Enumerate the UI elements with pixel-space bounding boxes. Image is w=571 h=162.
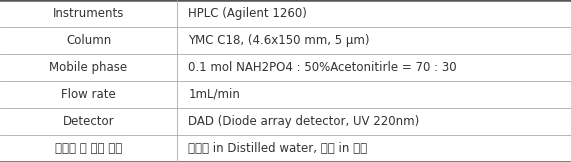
Text: Detector: Detector xyxy=(63,115,114,128)
Text: YMC C18, (4.6x150 mm, 5 μm): YMC C18, (4.6x150 mm, 5 μm) xyxy=(188,34,370,47)
Text: 1mL/min: 1mL/min xyxy=(188,88,240,101)
Text: DAD (Diode array detector, UV 220nm): DAD (Diode array detector, UV 220nm) xyxy=(188,115,420,128)
Text: 표준액 in Distilled water, 제품 in 원액: 표준액 in Distilled water, 제품 in 원액 xyxy=(188,142,368,155)
Text: 표준액 및 검액 조제: 표준액 및 검액 조제 xyxy=(55,142,122,155)
Text: Column: Column xyxy=(66,34,111,47)
Text: Instruments: Instruments xyxy=(53,7,124,20)
Text: 0.1 mol NAH2PO4 : 50%Acetonitirle = 70 : 30: 0.1 mol NAH2PO4 : 50%Acetonitirle = 70 :… xyxy=(188,61,457,74)
Text: HPLC (Agilent 1260): HPLC (Agilent 1260) xyxy=(188,7,307,20)
Text: Flow rate: Flow rate xyxy=(61,88,116,101)
Text: Mobile phase: Mobile phase xyxy=(50,61,127,74)
